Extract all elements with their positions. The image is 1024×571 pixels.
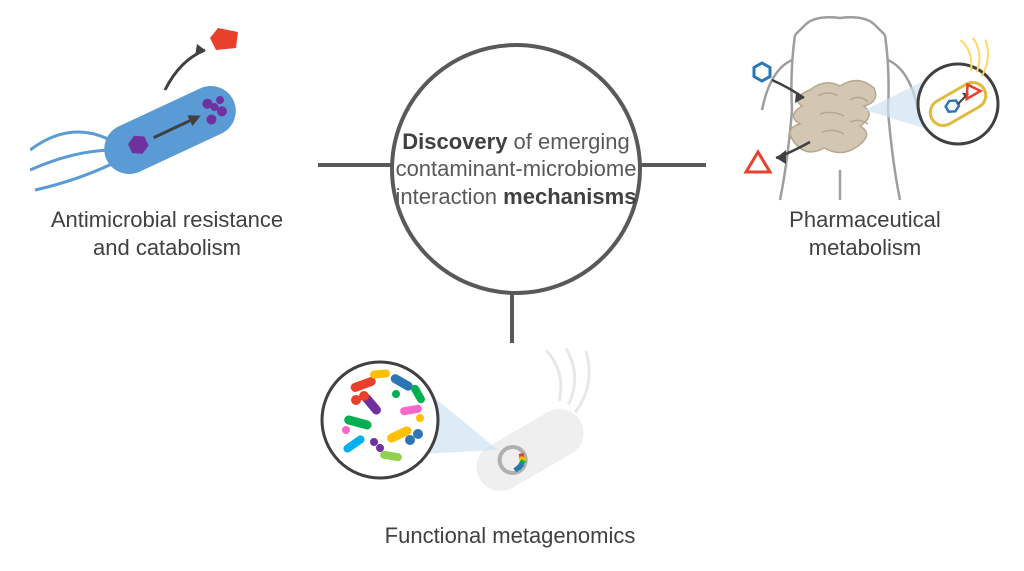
- pharma-svg: [700, 10, 1000, 210]
- center-circle: Discovery of emerging contaminant-microb…: [390, 43, 642, 295]
- center-text: Discovery of emerging contaminant-microb…: [394, 128, 638, 211]
- graphic-pharma: [700, 10, 1000, 210]
- graphic-metagenomics: [300, 330, 640, 530]
- metagenomics-svg: [300, 330, 640, 530]
- label-antimicrobial: Antimicrobial resistance and catabolism: [32, 206, 302, 261]
- center-bold-1: Discovery: [402, 129, 507, 154]
- spoke-right: [632, 163, 706, 167]
- diagram-stage: Discovery of emerging contaminant-microb…: [0, 0, 1024, 571]
- center-bold-2: mechanisms: [503, 184, 636, 209]
- spoke-left: [318, 163, 392, 167]
- graphic-antimicrobial: [30, 20, 290, 200]
- label-pharma: Pharmaceutical metabolism: [750, 206, 980, 261]
- antimicrobial-svg: [30, 20, 290, 200]
